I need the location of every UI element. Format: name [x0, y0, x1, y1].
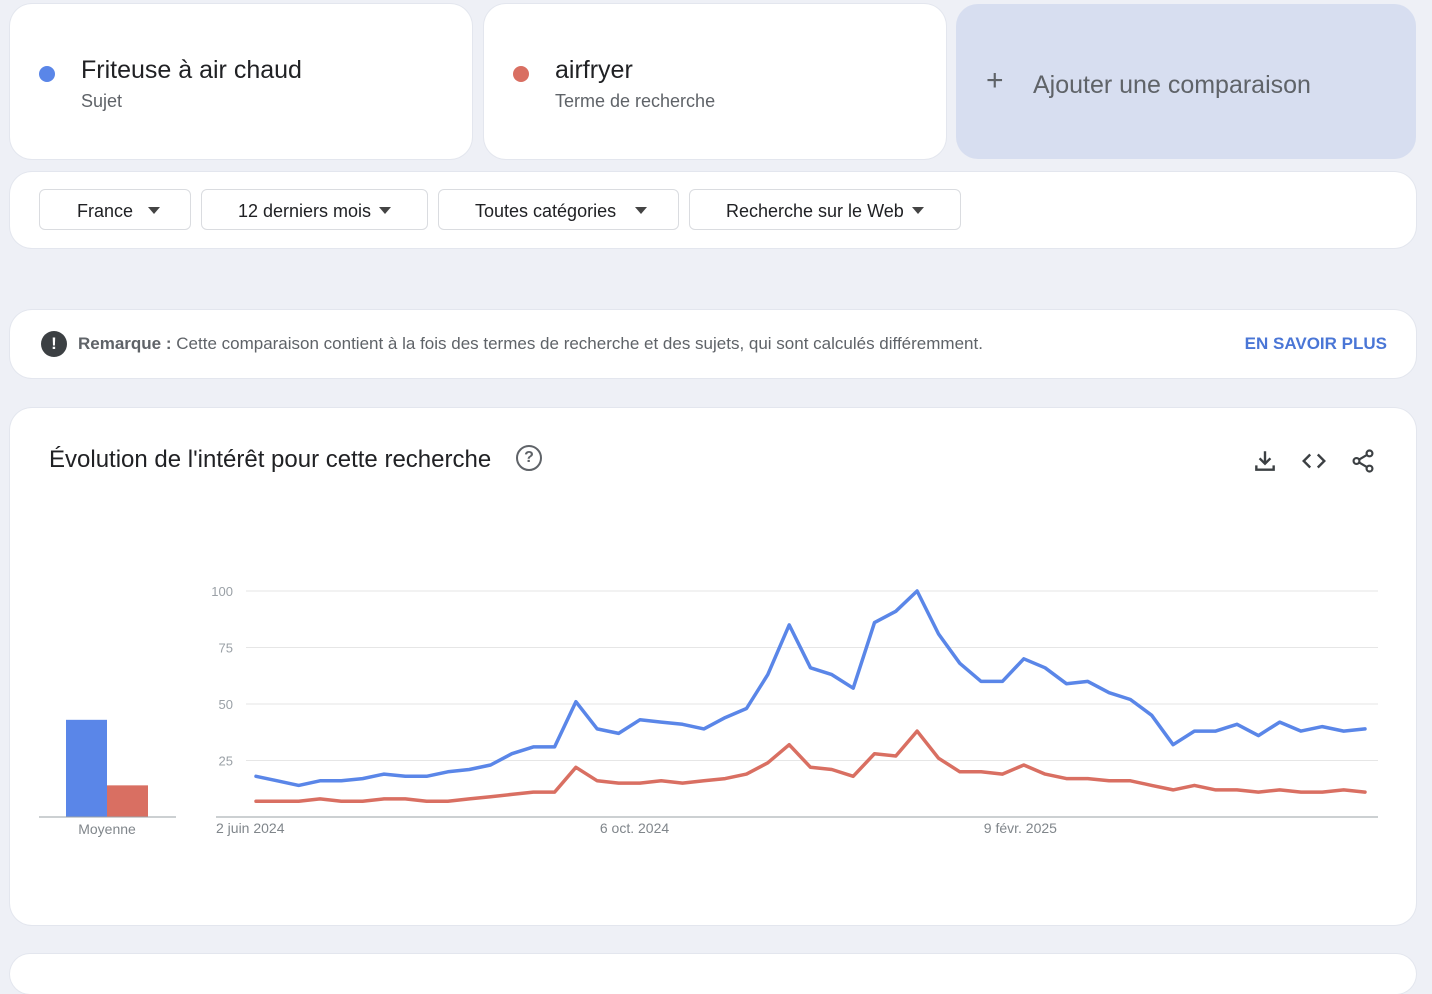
note-message: Cette comparaison contient à la fois des…: [176, 334, 983, 353]
chart-title: Évolution de l'intérêt pour cette recher…: [49, 446, 492, 473]
term-name[interactable]: Friteuse à air chaud: [81, 56, 302, 84]
share-icon[interactable]: [1350, 448, 1376, 474]
term-card-friteuse[interactable]: Friteuse à air chaud Sujet: [10, 4, 472, 159]
y-tick-label: 50: [219, 697, 233, 712]
interest-over-time-card: Évolution de l'intérêt pour cette recher…: [10, 408, 1416, 925]
add-comparison-label: Ajouter une comparaison: [1033, 71, 1311, 99]
series-color-dot-blue: [39, 66, 55, 82]
note-banner: ! Remarque : Cette comparaison contient …: [10, 310, 1416, 378]
line-chart: 25 50 75 100 2 juin 2024 6 oct. 2024 9 févr. 2…: [39, 584, 1378, 837]
series-color-dot-red: [513, 66, 529, 82]
term-card-airfryer[interactable]: airfryer Terme de recherche: [484, 4, 946, 159]
embed-icon[interactable]: [1301, 448, 1327, 474]
filter-category[interactable]: Toutes catégories: [438, 189, 679, 230]
x-tick-label: 9 févr. 2025: [984, 820, 1057, 836]
series-line-airfryer: [254, 729, 1367, 803]
x-tick-label: 2 juin 2024: [216, 820, 285, 836]
exclamation-icon: !: [41, 331, 67, 357]
help-icon[interactable]: ?: [516, 445, 542, 471]
chevron-down-icon: [635, 207, 647, 214]
learn-more-link[interactable]: EN SAVOIR PLUS: [1244, 334, 1387, 353]
note-text: Remarque : Cette comparaison contient à …: [78, 334, 983, 354]
y-tick-label: 25: [219, 754, 233, 769]
series-line-friteuse: [254, 589, 1367, 788]
next-section-card: [10, 954, 1416, 994]
term-name[interactable]: airfryer: [555, 56, 633, 84]
note-bold-label: Remarque :: [78, 334, 172, 353]
filter-region[interactable]: France: [39, 189, 191, 230]
filter-period[interactable]: 12 derniers mois: [201, 189, 428, 230]
filters-bar: France 12 derniers mois Toutes catégorie…: [10, 172, 1416, 248]
average-bar-airfryer: [107, 785, 148, 817]
download-icon[interactable]: [1252, 448, 1278, 474]
filter-label: France: [77, 201, 134, 221]
add-comparison-button[interactable]: + Ajouter une comparaison: [956, 4, 1416, 159]
term-type: Terme de recherche: [555, 91, 716, 111]
plus-icon: +: [986, 64, 1004, 97]
filter-search-type[interactable]: Recherche sur le Web: [689, 189, 961, 230]
filter-label: Toutes catégories: [475, 201, 617, 221]
chevron-down-icon: [148, 207, 160, 214]
y-tick-label: 100: [211, 584, 233, 599]
filter-label: 12 derniers mois: [238, 201, 372, 221]
term-type: Sujet: [81, 91, 123, 111]
x-tick-label: 6 oct. 2024: [600, 820, 669, 836]
y-tick-label: 75: [219, 641, 233, 656]
chevron-down-icon: [912, 207, 924, 214]
average-bar-friteuse: [66, 719, 107, 817]
average-label: Moyenne: [78, 821, 136, 837]
chevron-down-icon: [379, 207, 391, 214]
filter-label: Recherche sur le Web: [726, 201, 904, 221]
